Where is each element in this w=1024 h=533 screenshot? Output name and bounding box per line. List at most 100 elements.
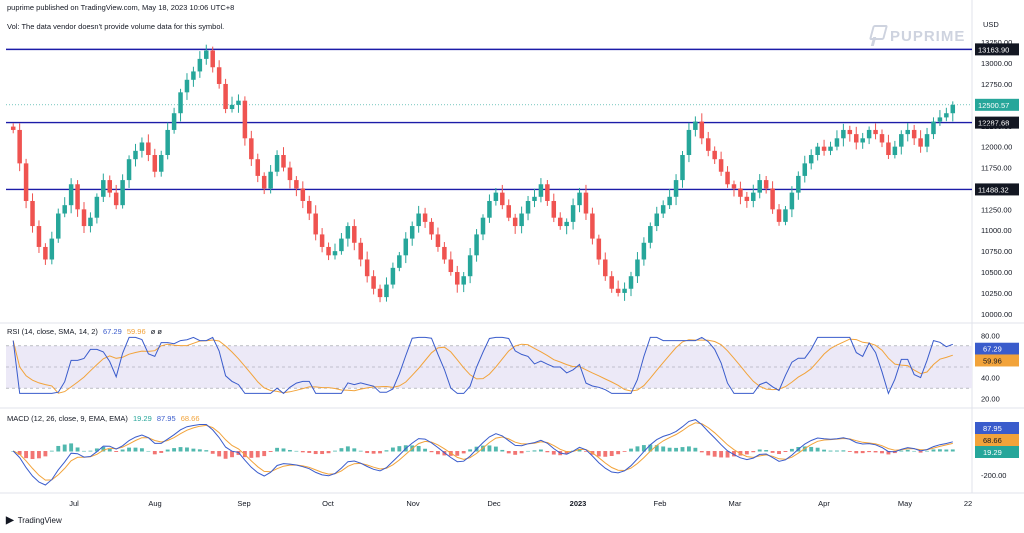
macd-histogram-bar xyxy=(674,447,678,452)
macd-value-badge xyxy=(975,434,1019,446)
candle-body xyxy=(808,155,814,164)
candle-body xyxy=(583,192,589,214)
macd-histogram-bar xyxy=(822,449,827,452)
macd-histogram-bar xyxy=(667,447,672,452)
candle-body xyxy=(705,138,711,151)
candle-body xyxy=(236,100,241,105)
macd-histogram-bar xyxy=(629,448,633,452)
price-tick-label: 11750.00 xyxy=(981,164,1012,173)
candle-body xyxy=(751,192,756,201)
candle-body xyxy=(776,209,782,222)
candle-body xyxy=(377,288,383,298)
candle-body xyxy=(422,213,428,222)
candle-body xyxy=(937,117,943,122)
macd-legend[interactable]: MACD (12, 26, close, 9, EMA, EMA) 19.29 … xyxy=(7,414,203,423)
macd-histogram-bar xyxy=(275,447,279,452)
macd-histogram-bar xyxy=(371,451,376,454)
candle-body xyxy=(918,138,923,147)
macd-histogram-bar xyxy=(249,451,254,458)
macd-histogram-bar xyxy=(88,450,93,452)
macd-histogram-bar xyxy=(178,447,183,452)
macd-histogram-bar xyxy=(622,451,627,452)
rsi-pane: 80.00 40.00 20.00 67.29 59.96 xyxy=(6,331,1019,404)
candle-body xyxy=(17,129,22,164)
macd-histogram-bar xyxy=(925,450,929,452)
macd-histogram-bar xyxy=(603,451,608,457)
macd-histogram-bar xyxy=(584,451,588,452)
macd-histogram-bar xyxy=(159,451,164,453)
candle-body xyxy=(113,192,119,206)
candle-body xyxy=(43,246,48,260)
currency-label: USD xyxy=(983,20,999,29)
macd-histogram-bar xyxy=(429,451,434,453)
candle-body xyxy=(306,200,312,214)
candle-body xyxy=(603,259,608,277)
macd-histogram-bar xyxy=(789,448,794,452)
candle-body xyxy=(345,226,351,239)
candle-body xyxy=(384,284,389,298)
candle-body xyxy=(152,155,158,172)
candle-body xyxy=(274,155,280,172)
candle-body xyxy=(223,83,228,110)
candle-body xyxy=(281,155,286,168)
candle-body xyxy=(49,238,55,260)
rsi-ma-value: 59.96 xyxy=(126,327,146,336)
macd-histogram-bar xyxy=(757,449,762,452)
candle-body xyxy=(693,121,698,130)
macd-histogram-bar xyxy=(706,451,711,456)
candle-body xyxy=(229,104,235,110)
time-tick-label: 2023 xyxy=(570,499,587,508)
candle-body xyxy=(416,213,421,227)
macd-histogram-bar xyxy=(114,451,119,452)
candle-body xyxy=(126,159,132,181)
candle-body xyxy=(10,126,16,130)
candle-body xyxy=(139,142,145,151)
candle-body xyxy=(352,226,357,243)
macd-histogram-bar xyxy=(770,451,775,453)
publisher-line: puprime published on TradingView.com, Ma… xyxy=(7,3,235,12)
macd-histogram-bar xyxy=(860,451,865,454)
macd-histogram-bar xyxy=(416,445,421,452)
macd-histogram-bar xyxy=(526,450,530,452)
macd-histogram-bar xyxy=(345,446,350,452)
macd-histogram-bar xyxy=(725,451,730,458)
macd-histogram-bar xyxy=(165,449,170,452)
macd-histogram-bar xyxy=(333,450,337,452)
macd-histogram-bar xyxy=(950,449,955,452)
macd-label: MACD (12, 26, close, 9, EMA, EMA) xyxy=(7,414,128,423)
candle-body xyxy=(828,146,833,151)
candle-body xyxy=(892,146,898,156)
macd-histogram-bar xyxy=(326,451,331,454)
macd-histogram-bar xyxy=(307,451,312,453)
macd-histogram-bar xyxy=(56,445,61,452)
macd-histogram-bar xyxy=(835,450,839,452)
candle-body xyxy=(841,129,846,139)
macd-value-badge xyxy=(975,422,1019,434)
macd-histogram-bar xyxy=(197,449,202,452)
macd-histogram-bar xyxy=(320,451,325,455)
candle-body xyxy=(249,138,254,160)
macd-histogram-bar xyxy=(487,445,492,452)
macd-histogram-bar xyxy=(455,451,460,456)
candle-body xyxy=(474,234,479,256)
rsi-legend[interactable]: RSI (14, close, SMA, 14, 2) 67.29 59.96 … xyxy=(7,327,165,336)
macd-histogram-bar xyxy=(191,448,196,452)
rsi-value-badge xyxy=(975,342,1019,355)
macd-histogram-bar xyxy=(69,443,74,452)
candle-body xyxy=(847,129,853,135)
time-tick-label: Sep xyxy=(237,499,250,508)
candle-body xyxy=(30,200,35,227)
candle-body xyxy=(165,129,170,156)
tradingview-footer[interactable]: ▶︎ TradingView xyxy=(6,515,62,526)
time-tick-label: Mar xyxy=(729,499,742,508)
macd-histogram-bar xyxy=(294,450,299,452)
candlestick-series xyxy=(10,44,956,303)
macd-histogram-bar xyxy=(223,451,228,459)
macd-histogram-bar xyxy=(944,449,949,452)
candle-body xyxy=(538,184,544,197)
candle-body xyxy=(448,259,454,273)
candle-body xyxy=(397,255,402,268)
price-axis: USD 13250.00 13000.00 12750.00 12250.00 12000… xyxy=(981,20,1012,319)
brand-watermark: PUPRIME xyxy=(871,25,965,47)
